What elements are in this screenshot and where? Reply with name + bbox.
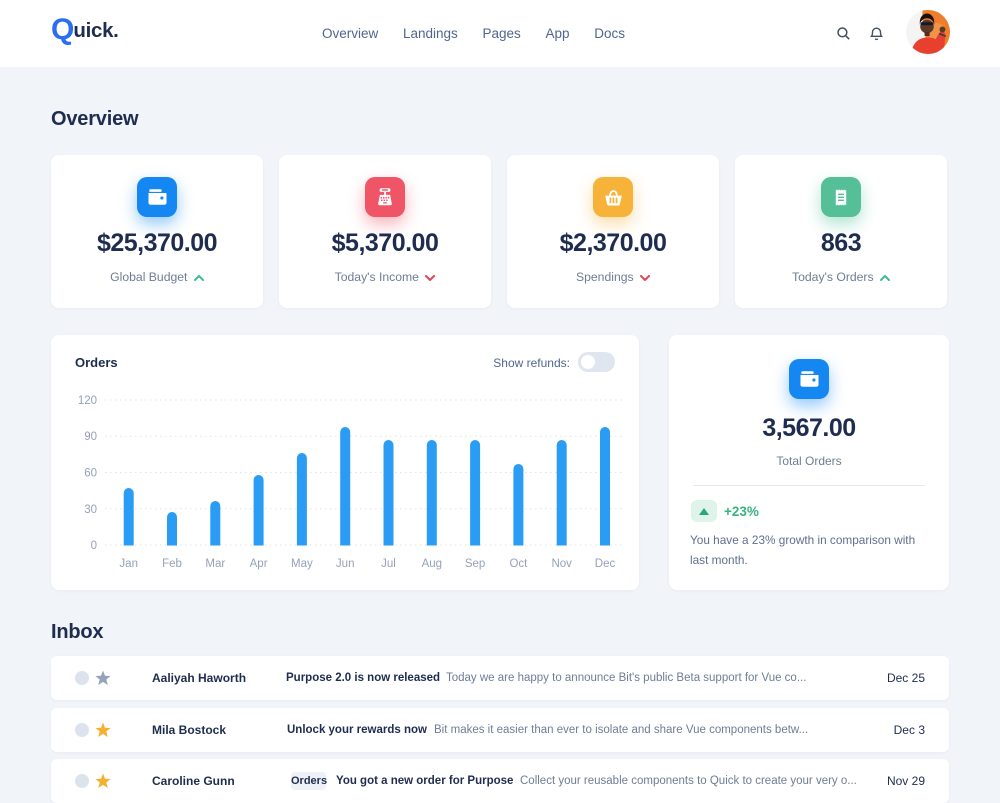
svg-text:Feb: Feb [162,558,182,570]
svg-text:Oct: Oct [509,558,528,570]
svg-text:0: 0 [91,540,97,552]
svg-text:60: 60 [84,468,97,480]
svg-text:Jul: Jul [381,558,396,570]
svg-text:Nov: Nov [551,558,572,570]
svg-text:30: 30 [84,504,97,516]
svg-text:90: 90 [84,431,97,443]
svg-text:120: 120 [78,395,97,407]
svg-text:Sep: Sep [465,558,485,570]
svg-text:Apr: Apr [250,558,268,570]
svg-text:Aug: Aug [422,558,442,570]
svg-text:Dec: Dec [595,558,616,570]
svg-text:Mar: Mar [205,558,225,570]
svg-text:May: May [291,558,313,570]
svg-text:Jun: Jun [336,558,355,570]
svg-text:Jan: Jan [119,558,138,570]
